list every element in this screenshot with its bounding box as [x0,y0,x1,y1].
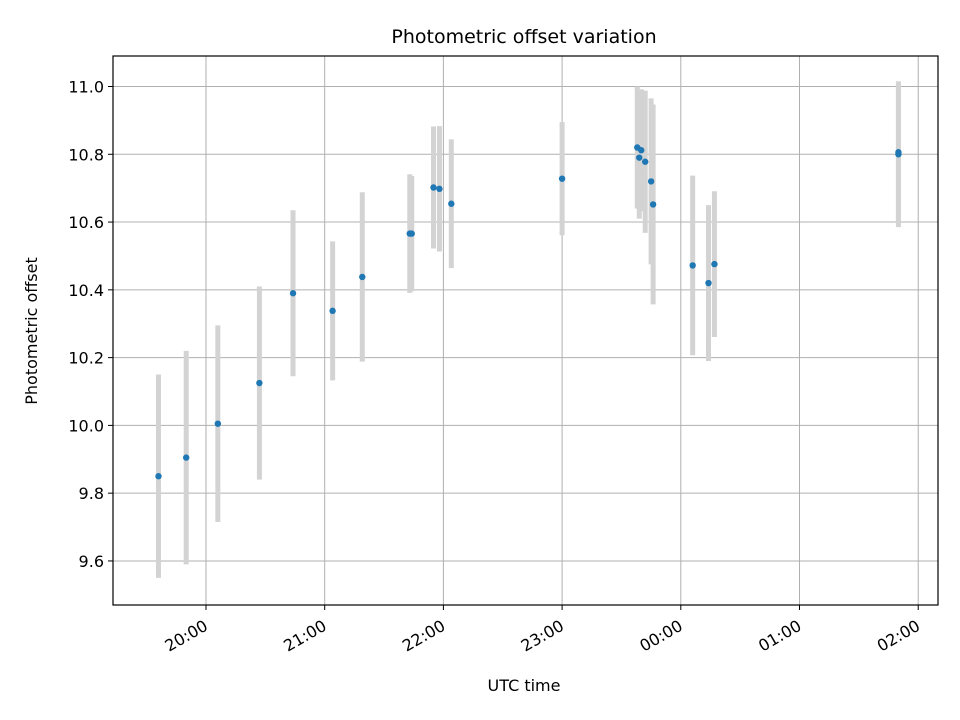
data-point [641,158,649,165]
data-point [689,262,696,269]
data-point [558,175,566,182]
data-point [155,473,162,480]
y-tick-label: 9.6 [79,552,104,571]
x-tick-label: 23:00 [518,616,567,656]
data-point [636,154,643,161]
x-tick-label: 22:00 [399,616,448,656]
data-point [430,184,437,191]
error-bar-layer [156,81,901,578]
data-point [408,230,415,237]
y-tick-label: 10.6 [68,213,104,232]
data-point [647,178,655,185]
y-tick-label: 11.0 [68,78,104,97]
x-tick-label: 00:00 [636,616,685,656]
x-axis-ticks: 20:00 21:00 22:00 23:00 00:00 01:00 02:00 [162,605,923,656]
data-point [329,307,336,315]
y-tick-label: 10.0 [68,416,104,435]
data-point [214,420,222,427]
y-axis-ticks: 9.6 9.8 10.0 10.2 10.4 10.6 10.8 11.0 [68,78,113,571]
x-tick-label: 02:00 [874,616,923,656]
data-point [895,149,902,156]
data-point [638,147,645,154]
data-point [649,201,657,208]
y-tick-label: 9.8 [79,484,104,503]
x-tick-label: 21:00 [280,616,329,656]
plot-frame [112,55,939,606]
x-axis-label: UTC time [488,676,561,695]
y-tick-label: 10.4 [68,281,104,300]
y-tick-label: 10.2 [68,349,104,368]
point-layer [155,144,902,480]
y-tick-label: 10.8 [68,145,104,164]
data-point [436,185,443,193]
data-point [705,279,712,287]
data-point [448,200,455,207]
data-point [289,290,297,297]
x-tick-label: 01:00 [755,616,804,656]
y-axis-label: Photometric offset [22,257,41,405]
grid-layer [113,56,938,605]
data-point [711,260,718,268]
x-tick-label: 20:00 [162,616,211,656]
data-point [256,379,263,387]
chart-title: Photometric offset variation [391,26,656,48]
data-point [359,273,366,281]
data-point [183,454,190,461]
